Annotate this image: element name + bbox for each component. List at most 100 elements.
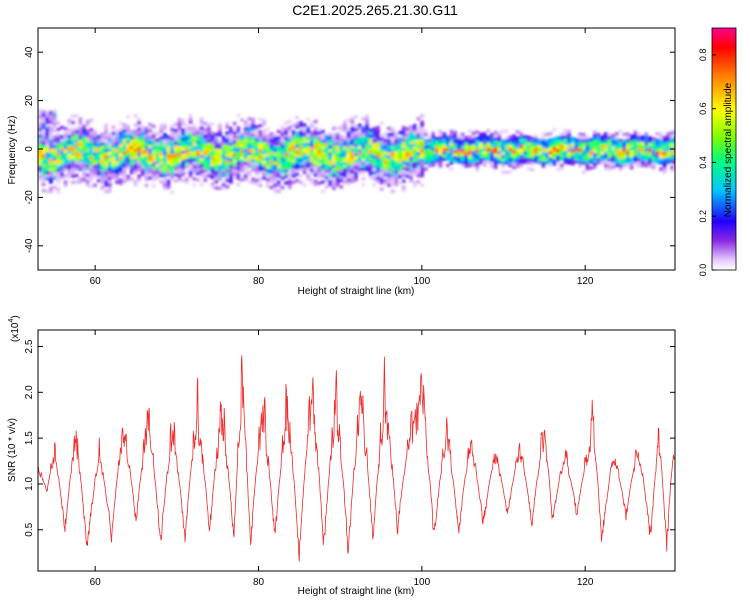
heatmap-cell-1869 xyxy=(416,164,421,168)
heatmap-cell-1417 xyxy=(320,129,325,134)
heatmap-cell-1591 xyxy=(357,148,362,153)
heatmap-cell-1055 xyxy=(247,129,252,134)
heatmap-cell-1072 xyxy=(251,133,255,137)
heatmap-cell-2489 xyxy=(629,159,634,164)
heatmap-cell-62 xyxy=(45,136,50,140)
heatmap-cell-1668 xyxy=(372,130,377,134)
heatmap-cell-1554 xyxy=(350,148,355,152)
heatmap-cell-1921 xyxy=(427,142,432,146)
heatmap-cell-1891 xyxy=(420,151,424,156)
heatmap-cell-98 xyxy=(52,173,57,177)
heatmap-cell-629 xyxy=(162,186,167,190)
heatmap-cell-1913 xyxy=(423,129,428,134)
heatmap-cell-81 xyxy=(49,155,53,159)
heatmap-cell-2160 xyxy=(512,156,516,160)
heatmap-cell-1952 xyxy=(438,139,443,143)
heatmap-cell-1746 xyxy=(390,170,395,175)
heatmap-cell-444 xyxy=(122,167,127,171)
snr-x-tick-label-1: 80 xyxy=(253,577,265,588)
heatmap-cell-689 xyxy=(173,160,178,164)
heatmap-cell-32 xyxy=(41,157,46,161)
heatmap-cell-432 xyxy=(118,146,123,151)
heatmap-cell-963 xyxy=(229,145,233,150)
heatmap-cell-2311 xyxy=(567,151,571,156)
heatmap-cell-265 xyxy=(85,167,90,171)
heatmap-cell-429 xyxy=(118,156,123,160)
heatmap-cell-941 xyxy=(225,156,230,161)
heatmap-cell-101 xyxy=(52,163,57,168)
heatmap-cell-833 xyxy=(203,165,208,170)
heatmap-cell-2165 xyxy=(512,140,516,145)
heatmap-cell-1856 xyxy=(412,149,417,153)
heatmap-cell-2100 xyxy=(490,136,494,140)
heatmap-cell-1349 xyxy=(309,171,314,176)
heatmap-cell-605 xyxy=(155,154,160,158)
heatmap-cell-796 xyxy=(196,165,200,169)
heatmap-cell-2121 xyxy=(497,138,502,142)
heatmap-cell-927 xyxy=(221,151,226,156)
heatmap-cell-1704 xyxy=(379,133,384,138)
heatmap-cell-2205 xyxy=(526,145,531,149)
heatmap-cell-2022 xyxy=(464,145,469,149)
heatmap-cell-419 xyxy=(115,136,119,140)
heatmap-cell-2232 xyxy=(537,148,542,152)
heatmap-cell-1725 xyxy=(387,177,391,181)
heatmap-cell-1642 xyxy=(368,156,373,161)
heatmap-cell-1989 xyxy=(453,149,458,154)
heatmap-cell-1536 xyxy=(346,146,351,151)
heatmap-cell-772 xyxy=(188,120,193,124)
heatmap-cell-1333 xyxy=(306,164,311,168)
heatmap-cell-1947 xyxy=(438,154,443,159)
heatmap-cell-1193 xyxy=(276,164,281,168)
heatmap-cell-883 xyxy=(214,179,219,184)
heatmap-cell-631 xyxy=(162,180,167,184)
snr-x-ticks: 60 80 100 120 xyxy=(90,330,594,588)
heatmap-cell-1712 xyxy=(383,163,388,168)
heatmap-cell-1709 xyxy=(383,173,388,177)
heatmap-cell-2270 xyxy=(552,149,557,154)
heatmap-cell-800 xyxy=(196,152,200,157)
heatmap-cell-2241 xyxy=(541,148,546,153)
heatmap-cell-145 xyxy=(60,154,64,158)
heatmap-cell-2371 xyxy=(589,156,594,161)
heatmap-cell-1028 xyxy=(243,158,248,162)
heatmap-cell-23 xyxy=(41,188,46,193)
heatmap-cell-1910 xyxy=(423,142,428,146)
heatmap-cell-2617 xyxy=(673,158,675,162)
heatmap-cell-2153 xyxy=(508,144,513,149)
heatmap-cell-1754 xyxy=(390,145,395,150)
heatmap-cell-2277 xyxy=(556,161,560,165)
heatmap-cell-1165 xyxy=(269,135,274,139)
heatmap-cell-2430 xyxy=(607,139,612,143)
heatmap-cell-2000 xyxy=(456,147,461,152)
heatmap-cell-2236 xyxy=(541,164,546,168)
heatmap-cell-1834 xyxy=(409,163,413,167)
heatmap-cell-2494 xyxy=(629,144,634,148)
heatmap-cell-852 xyxy=(207,158,211,162)
heatmap-cell-1237 xyxy=(284,130,289,135)
heatmap-cell-1076 xyxy=(251,120,255,125)
heatmap-cell-344 xyxy=(100,142,105,146)
heatmap-cell-973 xyxy=(232,165,237,170)
heatmap-cell-1904 xyxy=(423,161,428,165)
heatmap-cell-1302 xyxy=(298,152,303,156)
heatmap-cell-2520 xyxy=(640,163,645,168)
heatmap-cell-677 xyxy=(170,143,175,147)
heatmap-cell-1598 xyxy=(357,126,362,131)
heatmap-cell-2472 xyxy=(622,145,627,149)
heatmap-cell-1809 xyxy=(401,135,406,139)
heatmap-cell-2144 xyxy=(504,135,509,140)
heatmap-cell-2056 xyxy=(475,143,480,147)
heatmap-cell-1832 xyxy=(409,169,413,173)
heatmap-cell-720 xyxy=(177,117,182,122)
heatmap-cell-172 xyxy=(67,169,72,173)
heatmap-cell-1079 xyxy=(254,178,259,183)
heatmap-cell-260 xyxy=(82,124,86,129)
heatmap-cell-626 xyxy=(159,129,164,134)
heatmap-cell-222 xyxy=(74,126,79,131)
heatmap-cell-771 xyxy=(188,126,193,131)
heatmap-cell-1038 xyxy=(243,126,248,131)
heatmap-cell-479 xyxy=(129,164,134,168)
heatmap-cell-1915 xyxy=(427,160,432,165)
heatmap-cell-2018 xyxy=(464,158,469,162)
